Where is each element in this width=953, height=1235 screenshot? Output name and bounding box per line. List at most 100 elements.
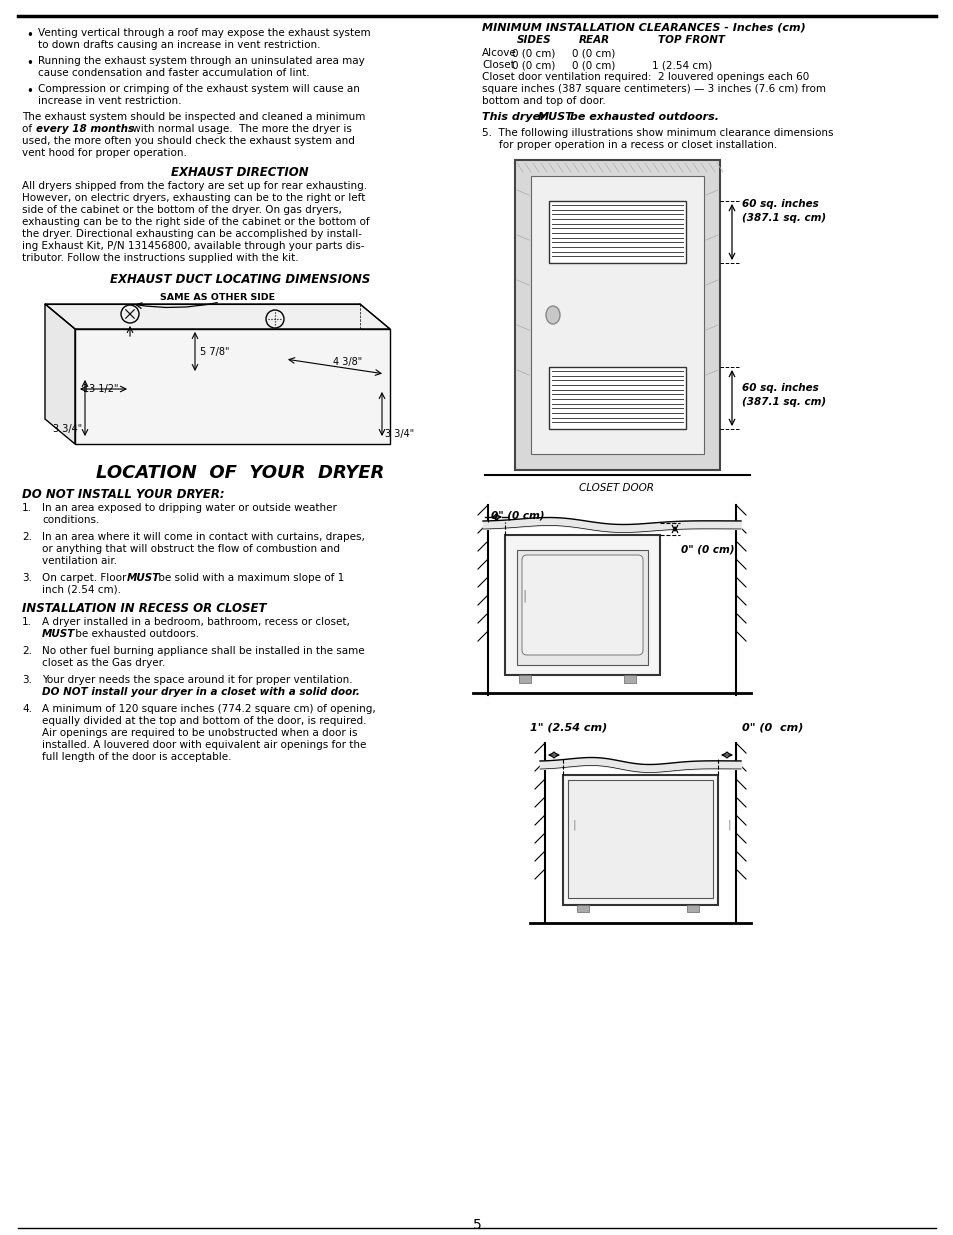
Text: 5.  The following illustrations show minimum clearance dimensions: 5. The following illustrations show mini… [481,128,833,138]
Text: (387.1 sq. cm): (387.1 sq. cm) [741,396,825,408]
Text: every 18 months: every 18 months [36,124,134,135]
Text: cause condensation and faster accumulation of lint.: cause condensation and faster accumulati… [38,68,310,78]
Text: DO NOT install your dryer in a closet with a solid door.: DO NOT install your dryer in a closet wi… [42,687,359,697]
Text: with normal usage.  The more the dryer is: with normal usage. The more the dryer is [129,124,352,135]
Text: 5 7/8": 5 7/8" [200,347,230,357]
Text: increase in vent restriction.: increase in vent restriction. [38,96,181,106]
Text: full length of the door is acceptable.: full length of the door is acceptable. [42,752,232,762]
Text: 1" (2.54 cm): 1" (2.54 cm) [530,722,607,734]
Ellipse shape [545,306,559,324]
Text: 60 sq. inches: 60 sq. inches [741,199,818,209]
Bar [623,676,636,683]
Bar [531,177,703,454]
Text: 4 3/8": 4 3/8" [333,357,362,367]
Text: Your dryer needs the space around it for proper ventilation.: Your dryer needs the space around it for… [42,676,353,685]
Bar [515,161,720,471]
Text: to down drafts causing an increase in vent restriction.: to down drafts causing an increase in ve… [38,40,320,49]
Bar [562,776,718,905]
Text: 1.: 1. [22,618,32,627]
Text: 3 3/4": 3 3/4" [53,424,82,433]
Text: |: | [727,820,731,830]
Text: the dryer. Directional exhausting can be accomplished by install-: the dryer. Directional exhausting can be… [22,228,361,240]
Text: Closet: Closet [481,61,515,70]
Text: MUST: MUST [42,629,75,638]
Bar [567,781,712,898]
Text: Compression or crimping of the exhaust system will cause an: Compression or crimping of the exhaust s… [38,84,359,94]
Bar [518,676,531,683]
Text: All dryers shipped from the factory are set up for rear exhausting.: All dryers shipped from the factory are … [22,182,367,191]
Text: Venting vertical through a roof may expose the exhaust system: Venting vertical through a roof may expo… [38,28,370,38]
Text: 0" (0 cm): 0" (0 cm) [491,510,544,520]
Text: EXHAUST DIRECTION: EXHAUST DIRECTION [171,165,309,179]
Bar [686,905,699,911]
Text: •: • [26,85,32,98]
FancyBboxPatch shape [521,555,642,655]
Text: MUST: MUST [127,573,160,583]
Text: TOP FRONT: TOP FRONT [658,35,724,44]
Text: equally divided at the top and bottom of the door, is required.: equally divided at the top and bottom of… [42,716,366,726]
Text: of: of [22,124,35,135]
Text: This dryer: This dryer [481,112,549,122]
Text: tributor. Follow the instructions supplied with the kit.: tributor. Follow the instructions suppli… [22,253,298,263]
Text: 60 sq. inches: 60 sq. inches [741,383,818,393]
Text: 3.: 3. [22,676,32,685]
Text: Running the exhaust system through an uninsulated area may: Running the exhaust system through an un… [38,56,364,65]
Text: be solid with a maximum slope of 1: be solid with a maximum slope of 1 [154,573,344,583]
Text: SAME AS OTHER SIDE: SAME AS OTHER SIDE [160,293,274,303]
Text: 5: 5 [472,1218,481,1233]
Text: •: • [26,57,32,70]
Text: closet as the Gas dryer.: closet as the Gas dryer. [42,658,165,668]
Text: 2.: 2. [22,532,32,542]
Text: CLOSET DOOR: CLOSET DOOR [578,483,654,493]
Text: 3 3/4": 3 3/4" [385,429,414,438]
Text: (387.1 sq. cm): (387.1 sq. cm) [741,212,825,224]
Bar [548,201,685,263]
Text: MINIMUM INSTALLATION CLEARANCES - Inches (cm): MINIMUM INSTALLATION CLEARANCES - Inches… [481,22,805,32]
Text: used, the more often you should check the exhaust system and: used, the more often you should check th… [22,136,355,146]
Text: exhausting can be to the right side of the cabinet or the bottom of: exhausting can be to the right side of t… [22,217,369,227]
Text: vent hood for proper operation.: vent hood for proper operation. [22,148,187,158]
Text: Air openings are required to be unobstructed when a door is: Air openings are required to be unobstru… [42,727,357,739]
Bar [517,550,647,664]
Text: be exhausted outdoors.: be exhausted outdoors. [565,112,719,122]
Text: 13 1/2": 13 1/2" [83,384,118,394]
Polygon shape [45,304,390,329]
Text: However, on electric dryers, exhausting can be to the right or left: However, on electric dryers, exhausting … [22,193,365,203]
Text: Alcove: Alcove [481,48,517,58]
Text: 4.: 4. [22,704,32,714]
Bar [548,367,685,429]
Text: 2.: 2. [22,646,32,656]
Text: |: | [573,820,576,830]
Text: ing Exhaust Kit, P/N 131456800, available through your parts dis-: ing Exhaust Kit, P/N 131456800, availabl… [22,241,364,251]
Text: 1 (2.54 cm): 1 (2.54 cm) [651,61,712,70]
Text: ventilation air.: ventilation air. [42,556,117,566]
Text: SIDES: SIDES [517,35,551,44]
Text: 0" (0 cm): 0" (0 cm) [680,545,734,555]
Text: •: • [26,28,32,42]
Text: 3.: 3. [22,573,32,583]
Text: |: | [521,590,526,603]
Bar [75,329,390,445]
Text: No other fuel burning appliance shall be installed in the same: No other fuel burning appliance shall be… [42,646,364,656]
Text: LOCATION  OF  YOUR  DRYER: LOCATION OF YOUR DRYER [95,464,384,482]
Polygon shape [45,304,75,445]
Bar [577,905,588,911]
Text: 0 (0 cm): 0 (0 cm) [512,61,555,70]
Text: In an area where it will come in contact with curtains, drapes,: In an area where it will come in contact… [42,532,364,542]
Text: A minimum of 120 square inches (774.2 square cm) of opening,: A minimum of 120 square inches (774.2 sq… [42,704,375,714]
Text: 1.: 1. [22,503,32,513]
Bar [504,535,659,676]
Text: Closet door ventilation required:  2 louvered openings each 60: Closet door ventilation required: 2 louv… [481,72,808,82]
Text: or anything that will obstruct the flow of combustion and: or anything that will obstruct the flow … [42,543,339,555]
Text: inch (2.54 cm).: inch (2.54 cm). [42,585,121,595]
Text: INSTALLATION IN RECESS OR CLOSET: INSTALLATION IN RECESS OR CLOSET [22,601,266,615]
Text: be exhausted outdoors.: be exhausted outdoors. [71,629,199,638]
Text: MUST: MUST [537,112,573,122]
Text: 0 (0 cm): 0 (0 cm) [572,61,615,70]
Text: REAR: REAR [578,35,609,44]
Text: In an area exposed to dripping water or outside weather: In an area exposed to dripping water or … [42,503,336,513]
Text: EXHAUST DUCT LOCATING DIMENSIONS: EXHAUST DUCT LOCATING DIMENSIONS [110,273,370,287]
Text: square inches (387 square centimeters) — 3 inches (7.6 cm) from: square inches (387 square centimeters) —… [481,84,825,94]
Text: for proper operation in a recess or closet installation.: for proper operation in a recess or clos… [498,140,777,149]
Text: 0 (0 cm): 0 (0 cm) [512,48,555,58]
